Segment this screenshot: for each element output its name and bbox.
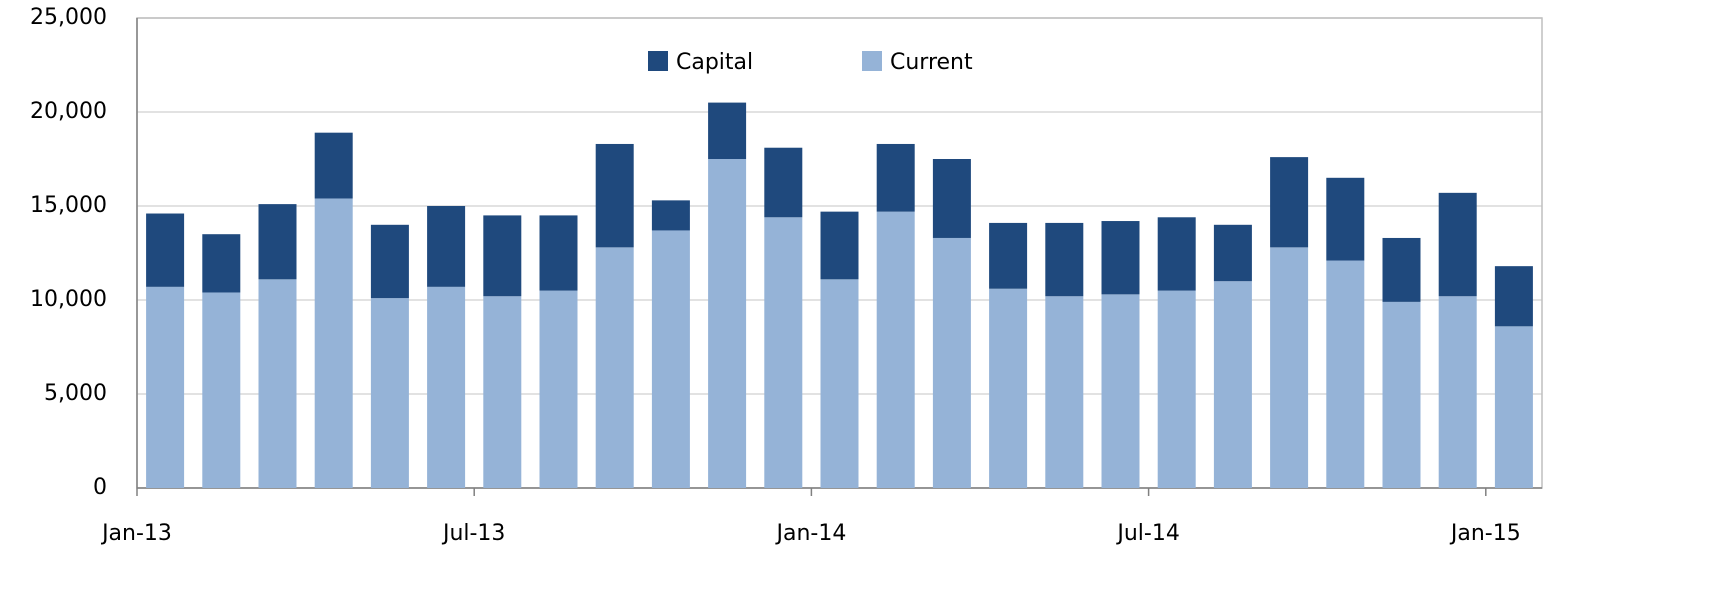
x-tick-label: Jul-14 (1115, 521, 1179, 546)
bar-segment (258, 279, 297, 488)
legend-swatch (862, 51, 882, 71)
bar-segment (932, 159, 971, 238)
bar-segment (651, 230, 690, 488)
legend-swatch (648, 51, 668, 71)
x-tick-label: Jan-14 (774, 521, 846, 546)
bar-segment (708, 102, 747, 159)
bar-segment (1494, 326, 1533, 488)
bar-segment (427, 286, 466, 488)
y-tick-label: 20,000 (30, 99, 107, 124)
bar-segment (820, 279, 859, 488)
bar-segment (1101, 294, 1140, 488)
bar-segment (1157, 290, 1196, 488)
legend-label: Current (890, 50, 973, 75)
y-tick-label: 15,000 (30, 193, 107, 218)
bar-segment (146, 213, 185, 287)
bar-segment (989, 288, 1028, 488)
bar-segment (595, 247, 634, 488)
bar-segment (1326, 260, 1365, 488)
bar-segment (146, 286, 185, 488)
bar-segment (1101, 221, 1140, 295)
bar-segment (427, 206, 466, 287)
x-tick-label: Jan-13 (100, 521, 172, 546)
y-tick-label: 5,000 (44, 381, 107, 406)
bar-segment (1382, 301, 1421, 488)
y-tick-label: 10,000 (30, 287, 107, 312)
x-tick-label: Jul-13 (441, 521, 505, 546)
bar-segment (483, 215, 522, 297)
bar-segment (202, 292, 241, 488)
bar-segment (483, 296, 522, 488)
y-tick-label: 25,000 (30, 5, 107, 30)
bar-segment (1438, 192, 1477, 297)
bar-segment (258, 204, 297, 280)
bar-segment (539, 215, 578, 291)
bar-segment (1045, 296, 1084, 488)
bar-segment (1045, 222, 1084, 297)
bar-segment (314, 132, 353, 199)
bar-segment (932, 237, 971, 488)
x-tick-label: Jan-15 (1449, 521, 1521, 546)
bar-segment (1270, 157, 1309, 248)
bar-segment (764, 147, 803, 218)
bar-segment (764, 217, 803, 488)
bar-segment (202, 234, 241, 293)
bar-segment (1213, 281, 1252, 488)
legend-label: Capital (676, 50, 753, 75)
bar-segment (989, 222, 1028, 289)
bar-segment (539, 290, 578, 488)
bar-segment (314, 198, 353, 489)
bar-segment (595, 143, 634, 248)
bar-segment (708, 159, 747, 488)
y-tick-label: 0 (93, 475, 107, 500)
bar-segment (1270, 247, 1309, 488)
bar-segment (1438, 296, 1477, 488)
bar-segment (876, 143, 915, 212)
bar-segment (651, 200, 690, 231)
bar-segment (876, 211, 915, 488)
bar-segment (370, 224, 409, 299)
bar-segment (370, 298, 409, 488)
bar-segment (1382, 237, 1421, 302)
bar-segment (1326, 177, 1365, 261)
bar-segment (820, 211, 859, 280)
bar-segment (1157, 217, 1196, 291)
bar-segment (1494, 266, 1533, 327)
bar-segment (1213, 224, 1252, 282)
